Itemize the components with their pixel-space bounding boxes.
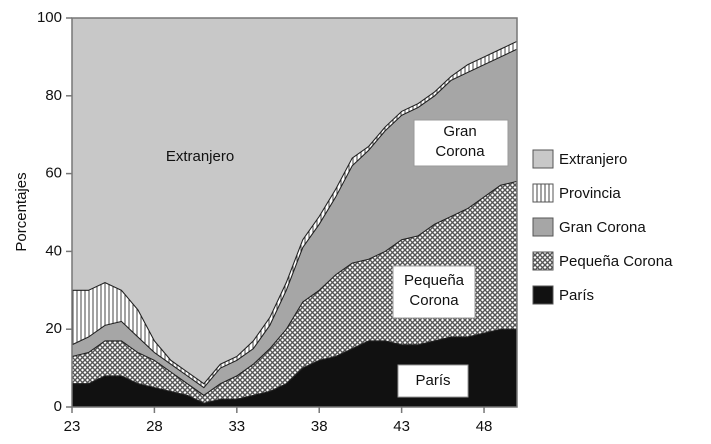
legend-label: Pequeña Corona (559, 253, 673, 270)
y-tick-label: 20 (45, 320, 62, 337)
annotation: París (415, 372, 450, 389)
legend-swatch (532, 251, 554, 271)
legend-label: París (559, 287, 594, 304)
y-tick-label: 60 (45, 165, 62, 182)
annotation: Pequeña (404, 272, 465, 289)
legend-swatch (532, 217, 554, 237)
x-tick-label: 43 (393, 418, 410, 435)
x-tick-label: 28 (146, 418, 163, 435)
x-tick-label: 48 (476, 418, 493, 435)
y-tick-label: 100 (37, 9, 62, 26)
y-axis-label: Porcentajes (13, 172, 30, 251)
legend-swatch (532, 149, 554, 169)
x-tick-label: 38 (311, 418, 328, 435)
y-tick-label: 80 (45, 87, 62, 104)
annotation: Gran (443, 123, 476, 140)
legend-swatch (532, 285, 554, 305)
legend-label: Gran Corona (559, 219, 646, 236)
legend-label: Provincia (559, 185, 621, 202)
y-tick-label: 0 (54, 398, 62, 415)
x-tick-label: 33 (228, 418, 245, 435)
plot-frame (71, 17, 518, 408)
annotation: Extranjero (166, 148, 234, 165)
legend-swatch (532, 183, 554, 203)
annotation-box (397, 364, 469, 398)
annotation: Corona (409, 292, 459, 309)
y-tick-label: 40 (45, 242, 62, 259)
annotation-box (392, 265, 476, 319)
legend-label: Extranjero (559, 151, 627, 168)
annotation: Corona (435, 143, 485, 160)
x-tick-label: 23 (64, 418, 81, 435)
annotation-box (413, 119, 509, 167)
